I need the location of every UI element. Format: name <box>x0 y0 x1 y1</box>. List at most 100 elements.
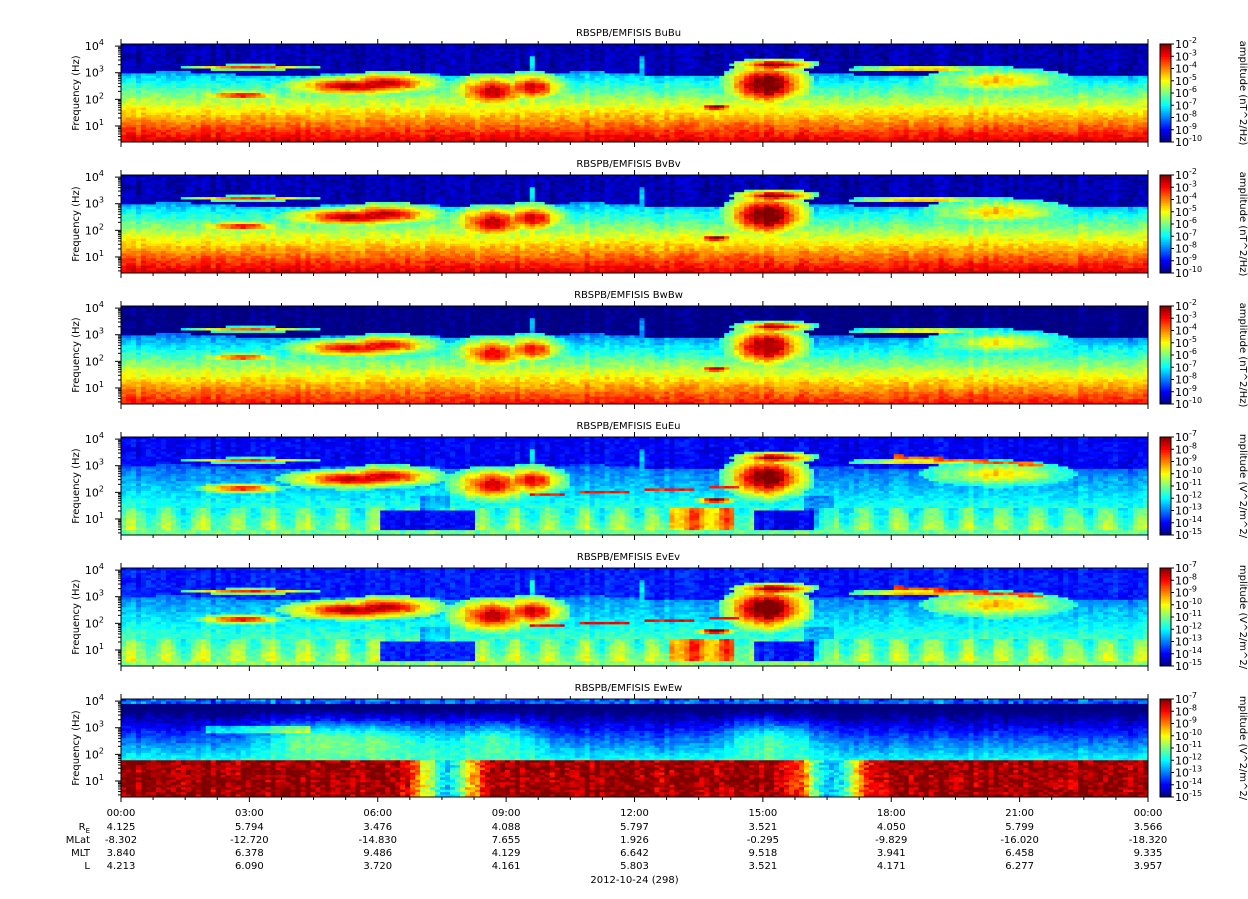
panel-title: RBSPB/EMFISIS BuBu <box>576 28 681 39</box>
y-axis-label: Frequency (Hz) <box>71 186 82 262</box>
colorbar: 10-1010-910-810-710-610-510-410-310-2amp… <box>1160 298 1248 411</box>
x-tick-label: 12:00 <box>620 808 649 819</box>
ephemeris-value: 9.335 <box>1134 848 1163 859</box>
ephemeris-value: 6.458 <box>1005 848 1034 859</box>
ephemeris-value: 3.840 <box>107 848 136 859</box>
y-tick-label: 104 <box>85 300 104 315</box>
x-tick-label: 00:00 <box>107 808 136 819</box>
y-axis-label: Frequency (Hz) <box>71 579 82 655</box>
ephemeris-value: 4.088 <box>492 822 521 833</box>
x-tick-label: 18:00 <box>877 808 906 819</box>
y-axis-label: Frequency (Hz) <box>71 55 82 131</box>
y-tick-label: 103 <box>85 196 104 211</box>
y-tick-label: 102 <box>85 91 104 106</box>
colorbar: 10-1010-910-810-710-610-510-410-310-2amp… <box>1160 167 1248 280</box>
y-tick-label: 103 <box>85 65 104 80</box>
ephemeris-label: MLT <box>71 848 91 859</box>
panel-title: RBSPB/EMFISIS EuEu <box>576 421 680 432</box>
ephemeris-value: 3.720 <box>363 861 392 872</box>
ephemeris-value: -12.720 <box>230 835 269 846</box>
ephemeris-value: 6.277 <box>1005 861 1034 872</box>
x-tick-label: 09:00 <box>492 808 521 819</box>
ephemeris-label: L <box>84 861 90 872</box>
ephemeris-value: 6.378 <box>235 848 264 859</box>
spectrogram-panel: RBSPB/EMFISIS EvEv Frequency (Hz) 101 102 10… <box>71 552 1248 673</box>
ephemeris-value: 4.129 <box>492 848 521 859</box>
colorbar: 10-1510-1410-1310-1210-1110-1010-910-810… <box>1160 429 1248 542</box>
ephemeris-value: 4.171 <box>877 861 906 872</box>
ephemeris-value: 3.521 <box>749 822 778 833</box>
y-tick-label: 101 <box>85 511 104 526</box>
ephemeris-value: 5.794 <box>235 822 264 833</box>
y-axis-label: Frequency (Hz) <box>71 448 82 524</box>
y-tick-label: 104 <box>85 38 104 53</box>
ephemeris-value: 6.090 <box>235 861 264 872</box>
y-tick-label: 103 <box>85 327 104 342</box>
y-axis-label: Frequency (Hz) <box>71 710 82 786</box>
ephemeris-value: 4.050 <box>877 822 906 833</box>
x-tick-label: 06:00 <box>363 808 392 819</box>
panel-title: RBSPB/EMFISIS BvBv <box>576 159 680 170</box>
colorbar-label: amplitude (nT^2/Hz) <box>1237 172 1248 277</box>
ephemeris-value: 3.566 <box>1134 822 1163 833</box>
colorbar-label: mplitude (V^2/m^2/ <box>1237 565 1248 670</box>
y-tick-label: 101 <box>85 773 104 788</box>
date-label: 2012-10-24 (298) <box>590 875 678 886</box>
ephemeris-value: 3.476 <box>363 822 392 833</box>
colorbar-label: mplitude (V^2/m^2/ <box>1237 696 1248 801</box>
x-tick-label: 21:00 <box>1005 808 1034 819</box>
colorbar: 10-1510-1410-1310-1210-1110-1010-910-810… <box>1160 560 1248 673</box>
colorbar: 10-1510-1410-1310-1210-1110-1010-910-810… <box>1160 691 1248 804</box>
ephemeris-value: 3.941 <box>877 848 906 859</box>
ephemeris-value: -14.830 <box>358 835 397 846</box>
y-tick-label: 101 <box>85 380 104 395</box>
colorbar-label: mplitude (V^2/m^2/ <box>1237 434 1248 539</box>
x-tick-label: 00:00 <box>1134 808 1163 819</box>
ephemeris-value: 3.957 <box>1134 861 1163 872</box>
colorbar-label: amplitude (nT^2/Hz) <box>1237 41 1248 146</box>
spectrogram-panel: RBSPB/EMFISIS EuEu Frequency (Hz) 101 102 10… <box>71 421 1248 542</box>
ephemeris-value: 5.803 <box>620 861 649 872</box>
y-tick-label: 103 <box>85 589 104 604</box>
ephemeris-value: 1.926 <box>620 835 649 846</box>
y-tick-label: 104 <box>85 431 104 446</box>
y-tick-label: 102 <box>85 222 104 237</box>
panel-title: RBSPB/EMFISIS BwBw <box>574 290 683 301</box>
ephemeris-value: 9.486 <box>363 848 392 859</box>
y-tick-label: 104 <box>85 693 104 708</box>
panel-title: RBSPB/EMFISIS EwEw <box>575 683 683 694</box>
ephemeris-value: 5.799 <box>1005 822 1034 833</box>
y-tick-label: 102 <box>85 484 104 499</box>
ephemeris-value: -16.020 <box>1000 835 1039 846</box>
ephemeris-table: 00:00 03:00 06:00 09:00 12:00 15:00 18:00 21:00… <box>66 808 1168 886</box>
x-tick-label: 03:00 <box>235 808 264 819</box>
y-tick-label: 103 <box>85 720 104 735</box>
ephemeris-value: 9.518 <box>749 848 778 859</box>
ephemeris-label: RE <box>79 822 90 835</box>
y-tick-label: 102 <box>85 615 104 630</box>
ephemeris-value: 3.521 <box>749 861 778 872</box>
ephemeris-value: -9.829 <box>875 835 907 846</box>
spectrogram-panel: RBSPB/EMFISIS BuBu Frequency (Hz) 101 102 10… <box>71 28 1248 149</box>
ephemeris-value: -8.302 <box>105 835 137 846</box>
y-tick-label: 104 <box>85 562 104 577</box>
y-tick-label: 101 <box>85 642 104 657</box>
y-tick-label: 102 <box>85 746 104 761</box>
y-tick-label: 104 <box>85 169 104 184</box>
y-tick-label: 101 <box>85 118 104 133</box>
y-tick-label: 103 <box>85 458 104 473</box>
colorbar: 10-1010-910-810-710-610-510-410-310-2amp… <box>1160 36 1248 149</box>
ephemeris-value: 4.125 <box>107 822 136 833</box>
y-axis-label: Frequency (Hz) <box>71 317 82 393</box>
ephemeris-label: MLat <box>66 835 90 846</box>
ephemeris-value: 6.642 <box>620 848 649 859</box>
colorbar-label: amplitude (nT^2/Hz) <box>1237 303 1248 408</box>
spectrogram-panel: RBSPB/EMFISIS EwEw Frequency (Hz) 101 102 10… <box>71 683 1248 804</box>
x-tick-label: 15:00 <box>748 808 777 819</box>
panel-title: RBSPB/EMFISIS EvEv <box>577 552 680 563</box>
ephemeris-value: 4.213 <box>107 861 136 872</box>
ephemeris-value: 4.161 <box>492 861 521 872</box>
